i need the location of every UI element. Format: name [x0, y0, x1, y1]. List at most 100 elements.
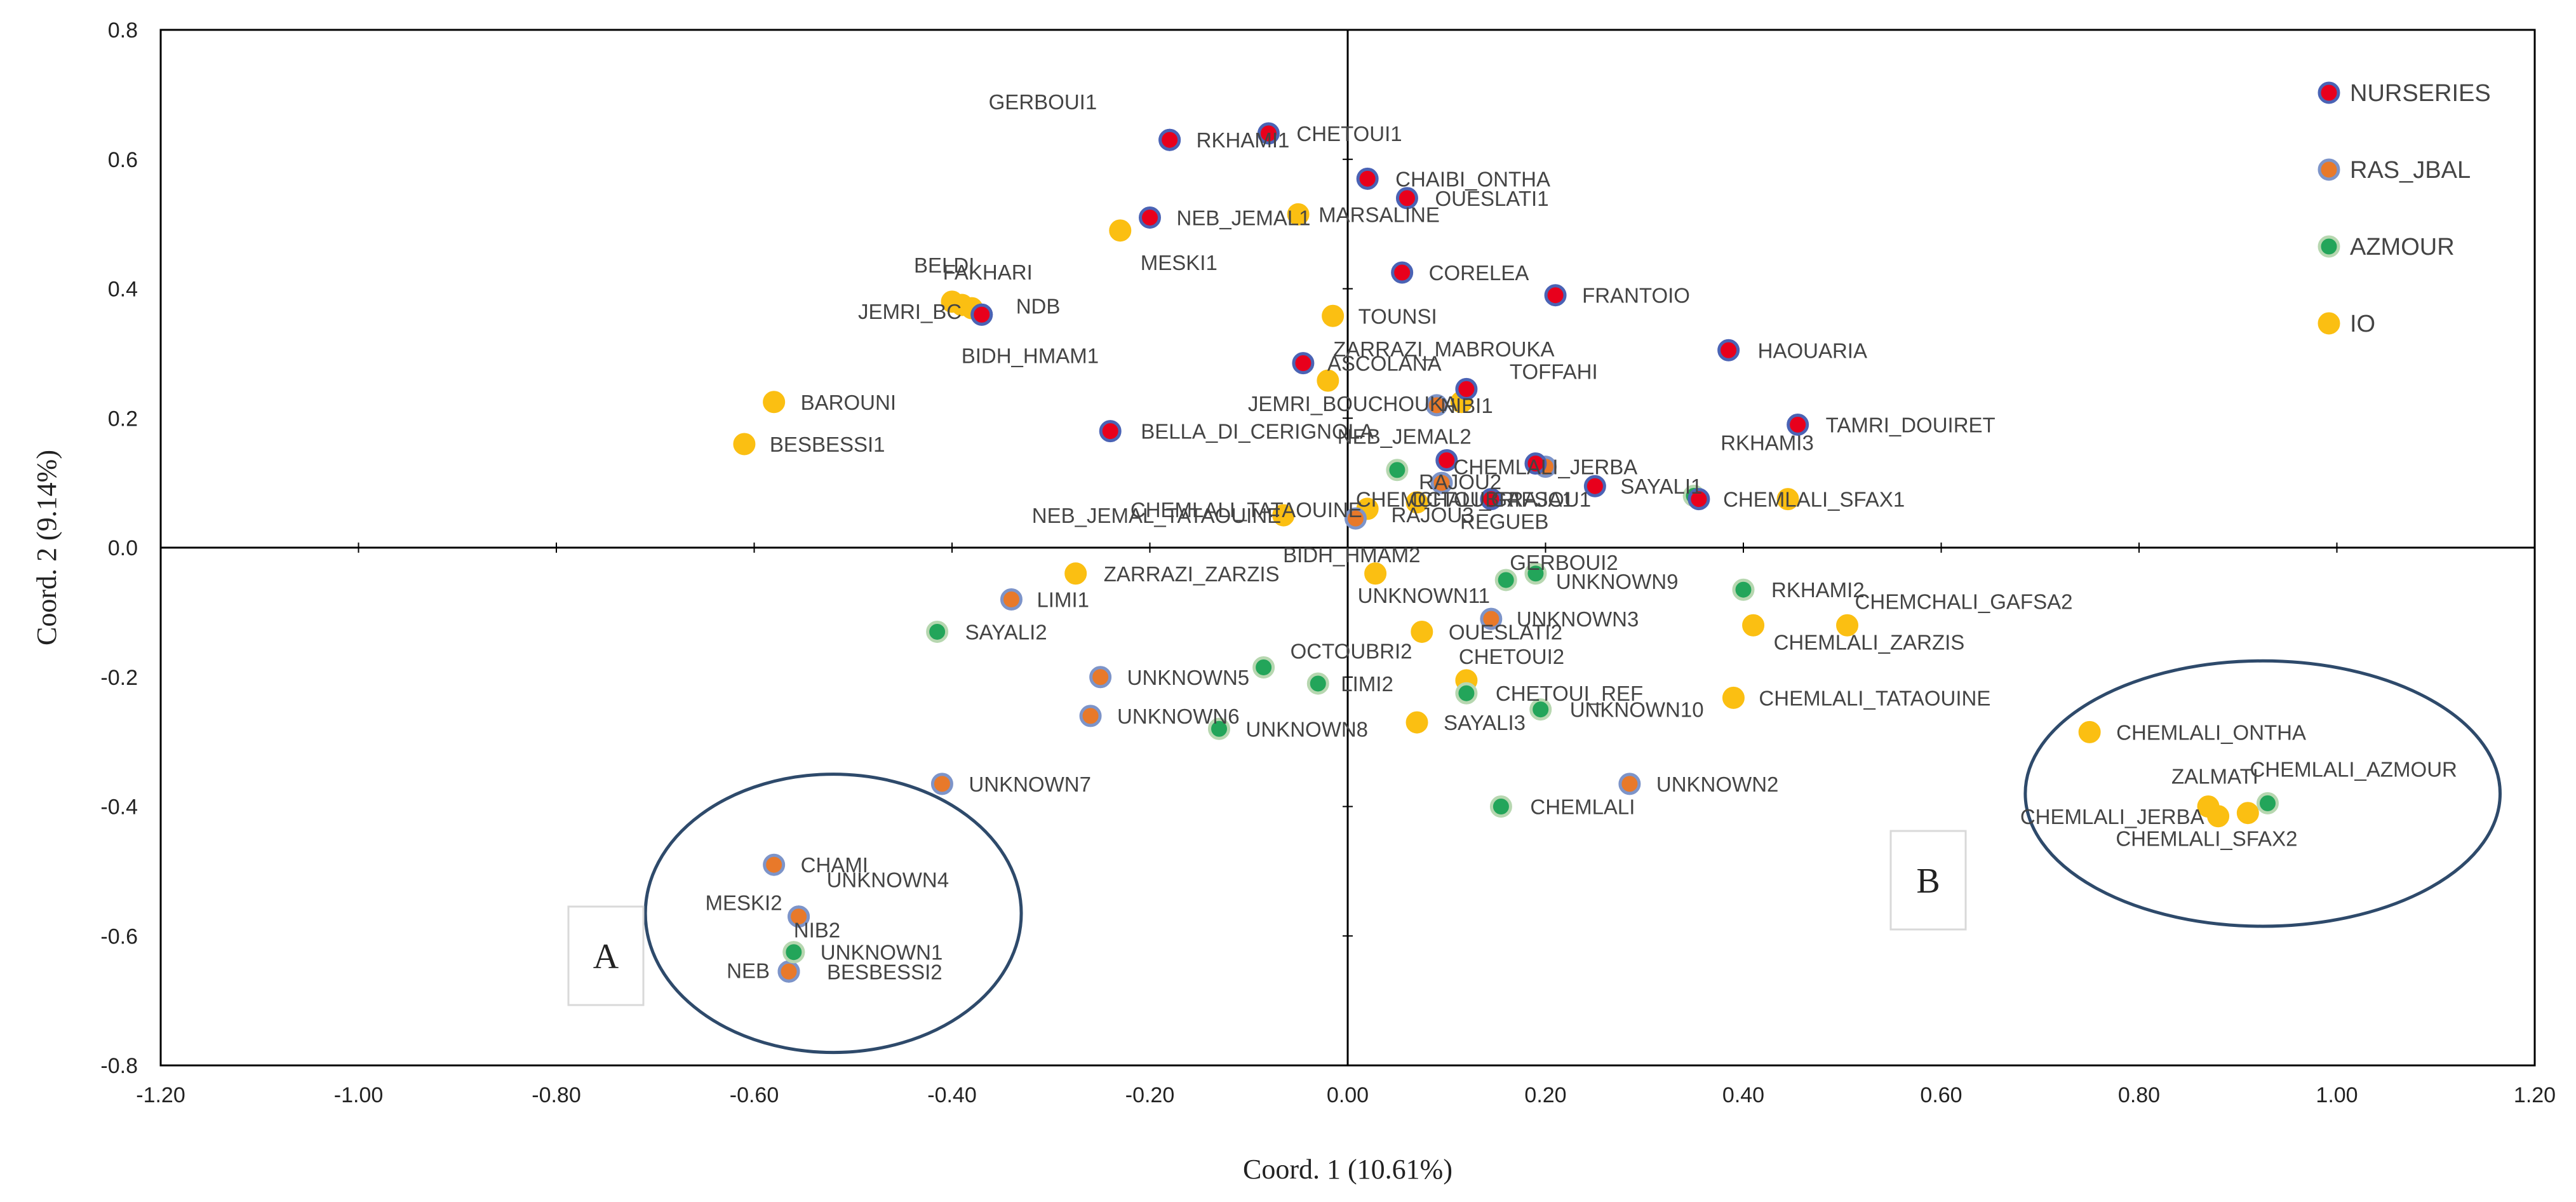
point-bidh-hmam1 [970, 303, 993, 326]
point-besbessi2 [777, 960, 800, 983]
point-rajou1 [1524, 452, 1547, 475]
label-gerboui2: GERBOUI2 [1510, 551, 1618, 574]
label-regueb: REGUEB [1460, 510, 1548, 534]
y-tick-label: -0.2 [100, 666, 138, 690]
label-limi2: LIMI2 [1341, 672, 1393, 696]
label-sayali2: SAYALI2 [965, 620, 1047, 644]
point-nib2 [782, 941, 805, 964]
label-oueslati1: OUESLATI1 [1435, 187, 1548, 210]
label-nib2: NIB2 [794, 919, 840, 942]
label-beldi: BELDI [914, 253, 974, 277]
label-unknown11: UNKNOWN11 [1358, 584, 1490, 607]
point-chaibi-ontha [1356, 167, 1379, 190]
label-chemlali-ontha: CHEMLALI_ONTHA [2116, 720, 2306, 744]
legend-label-azmour: AZMOUR [2350, 234, 2455, 260]
point-rajou3 [1344, 507, 1367, 530]
point-nibi1 [1425, 394, 1448, 417]
x-tick-label: -0.40 [927, 1083, 977, 1107]
y-axis-ticks: -0.8 -0.6 -0.4 -0.2 0.0 0.2 0.4 0.6 0.8 [100, 18, 1353, 1078]
label-marsaline: MARSALINE [1318, 203, 1440, 226]
data-points [733, 122, 2279, 983]
point-barouni [763, 391, 786, 414]
label-neb-jemal1: NEB_JEMAL1 [1177, 206, 1311, 229]
label-chetoui2: CHETOUI2 [1459, 645, 1564, 668]
point-neb-jemal2 [1435, 449, 1458, 471]
label-rkhami1: RKHAMI1 [1197, 128, 1290, 152]
label-chemlali-sfax1: CHEMLALI_SFAX1 [1723, 488, 1905, 511]
label-meski2: MESKI2 [706, 891, 782, 915]
label-tounsi: TOUNSI [1358, 304, 1437, 328]
label-unknown6: UNKNOWN6 [1117, 705, 1240, 728]
point-oueslati2 [1411, 620, 1433, 643]
label-barouni: BAROUNI [801, 391, 896, 414]
point-haouaria [1717, 339, 1740, 361]
x-tick-label: 1.00 [2316, 1083, 2358, 1107]
label-chemlali-azmour: CHEMLALI_AZMOUR [2250, 757, 2457, 781]
point-tounsi [1322, 304, 1345, 327]
label-bella-di-cerignola: BELLA_DI_CERIGNOLA [1141, 420, 1374, 443]
point-chemlali-sfax1 [1776, 488, 1799, 511]
label-rajou2: RAJOU2 [1419, 470, 1501, 494]
label-unknown7: UNKNOWN7 [969, 773, 1091, 796]
label-limi1: LIMI1 [1036, 588, 1089, 612]
point-unknown6 [1079, 705, 1102, 727]
label-unknown9: UNKNOWN9 [1556, 570, 1679, 593]
point-zarrazi-zarzis [1064, 562, 1087, 585]
label-unknown8: UNKNOWN8 [1246, 717, 1369, 741]
x-axis-ticks: -1.20 -1.00 -0.80 -0.60 -0.40 -0.20 0.00 0.20 0.… [136, 543, 2556, 1107]
x-tick-label: -0.80 [532, 1083, 581, 1107]
legend-marker-azmour [2318, 235, 2340, 258]
y-tick-label: 0.4 [108, 278, 138, 302]
point-gerboui2 [1494, 569, 1517, 591]
y-axis-title: Coord. 2 (9.14%) [31, 450, 62, 645]
y-tick-label: 0.0 [108, 536, 138, 560]
label-bidh-hmam2: BIDH_HMAM2 [1283, 543, 1420, 567]
point-meski2 [788, 905, 810, 928]
point-unknown2 [1618, 773, 1641, 795]
label-unknown4: UNKNOWN4 [827, 868, 949, 892]
point-corelea [1391, 261, 1414, 284]
label-fakhari: FAKHARI [943, 260, 1033, 284]
group-ellipse-a [643, 773, 1023, 1055]
point-chemchali-gafsa1 [1687, 488, 1710, 511]
y-tick-label: 0.6 [108, 148, 138, 172]
point-bella-di-cerignola [1099, 420, 1122, 443]
label-gerboui1: GERBOUI1 [989, 90, 1097, 114]
point-rkhami2 [1732, 578, 1755, 601]
label-oueslati2: OUESLATI2 [1449, 620, 1562, 644]
label-rajou3: RAJOU3 [1391, 503, 1473, 527]
x-tick-label: -1.20 [136, 1083, 185, 1107]
point-chemlali-tataouine [1386, 459, 1409, 482]
point-chemlali-azmour [2256, 792, 2279, 814]
point-tamri-douiret [1787, 413, 1809, 436]
label-chami: CHAMI [801, 853, 868, 877]
point-frantoio [1544, 284, 1567, 307]
label-unknown1: UNKNOWN1 [821, 941, 943, 964]
point-sayali3 [1405, 711, 1428, 734]
label-sayali1: SAYALI1 [1620, 475, 1702, 498]
point-chemchali-gafsa2 [1836, 614, 1859, 637]
group-box-b [1889, 830, 1967, 931]
label-chemlali-tataouine: CHEMLALI_TATAOUINE [1130, 498, 1362, 522]
point-unknown7 [930, 773, 953, 795]
point-unknown5 [1089, 666, 1112, 689]
x-tick-label: -1.00 [334, 1083, 384, 1107]
label-rkhami2: RKHAMI2 [1771, 578, 1865, 602]
label-haouaria: HAOUARIA [1758, 339, 1867, 362]
point-unknown9 [1524, 562, 1547, 585]
legend-label-ras-jbal: RAS_JBAL [2350, 157, 2471, 184]
point-neb-jemal-tataouine [1272, 504, 1295, 527]
label-octoubri: OCTOUBRI [1410, 488, 1520, 511]
point-regueb [1405, 491, 1428, 514]
group-box-a [567, 905, 645, 1006]
label-meski1: MESKI1 [1141, 251, 1218, 274]
x-tick-label: -0.60 [730, 1083, 779, 1107]
point-chami [763, 853, 786, 876]
label-ascolana: ASCOLANA [1327, 352, 1442, 375]
label-besbessi2: BESBESSI2 [827, 960, 943, 983]
label-chemlali-zarzis: CHEMLALI_ZARZIS [1774, 630, 1965, 654]
point-unknown11 [1364, 562, 1387, 585]
point-besbessi1 [733, 433, 756, 456]
legend-marker-ras-jbal [2318, 158, 2340, 181]
